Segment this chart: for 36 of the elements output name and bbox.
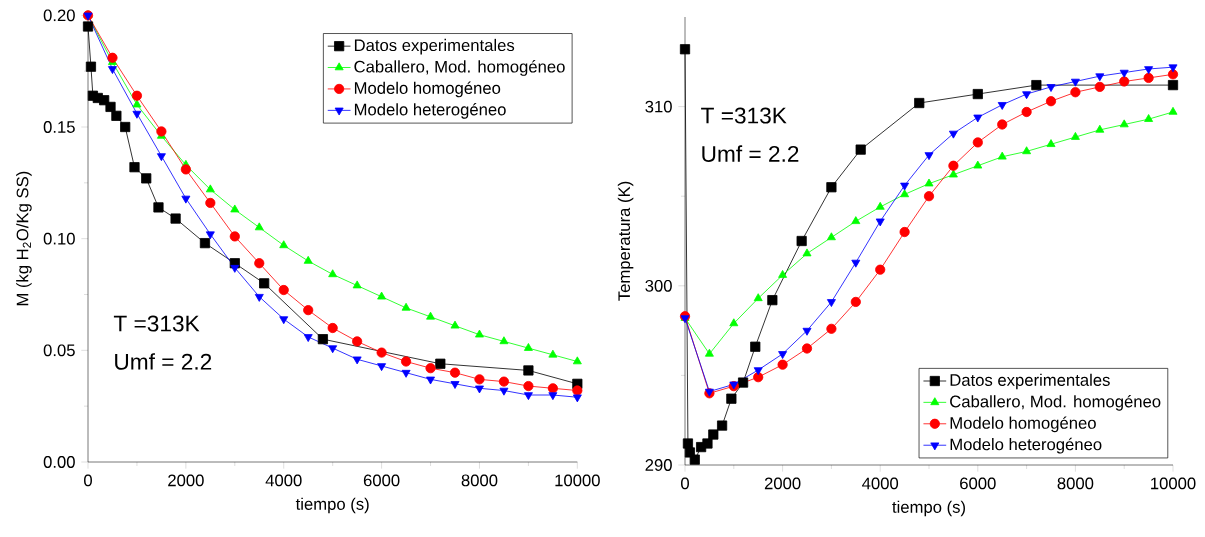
annotation: Umf = 2.2 xyxy=(702,145,799,162)
annotation: Umf = 2.2 xyxy=(115,353,212,370)
legend-label: Modelo heterogéneo xyxy=(950,437,1102,454)
legend-label: Datos experimentales xyxy=(950,373,1110,390)
y-tick-label: 0.00 xyxy=(43,456,75,468)
x-tick-label: 4000 xyxy=(862,477,899,490)
legend-label: Caballero, Mod. homogéneo xyxy=(950,394,1161,411)
x-tick-label: 8000 xyxy=(1057,477,1094,490)
legend-label: Datos experimentales xyxy=(354,38,515,55)
x-tick-label: 10000 xyxy=(1151,477,1196,490)
y-tick-label: 0.20 xyxy=(43,9,75,22)
legend-label: Modelo heterogéneo xyxy=(354,102,506,119)
annotation: T =313K xyxy=(701,107,787,124)
x-axis-title: tiempo (s) xyxy=(295,497,369,514)
y-tick-label: 0.15 xyxy=(43,121,75,133)
y-tick-label: 290 xyxy=(645,459,672,471)
y-tick-label: 0.05 xyxy=(43,344,75,357)
y-tick-label: 0.10 xyxy=(43,232,75,245)
legend-label: Modelo homogéneo xyxy=(950,416,1096,433)
y-tick-label: 310 xyxy=(645,100,672,113)
x-tick-label: 2000 xyxy=(764,477,801,490)
x-tick-label: 2000 xyxy=(168,474,204,487)
y-axis-title: M (kg H$_{2}$O/Kg SS) xyxy=(16,171,32,306)
x-tick-label: 0 xyxy=(84,474,92,487)
y-tick-label: 300 xyxy=(645,279,672,292)
x-tick-label: 6000 xyxy=(960,477,996,490)
legend-label: Caballero, Mod. homogéneo xyxy=(354,60,565,76)
legend-label: Modelo homogéneo xyxy=(354,81,501,98)
x-tick-label: 6000 xyxy=(363,474,400,487)
x-axis-title: tiempo (s) xyxy=(892,500,965,517)
annotation: T =313K xyxy=(113,315,200,332)
x-tick-label: 10000 xyxy=(555,474,600,487)
x-tick-label: 4000 xyxy=(265,474,302,487)
x-tick-label: 0 xyxy=(681,477,689,490)
y-axis-title: Temperatura (K) xyxy=(617,181,634,301)
x-tick-label: 8000 xyxy=(461,474,498,487)
